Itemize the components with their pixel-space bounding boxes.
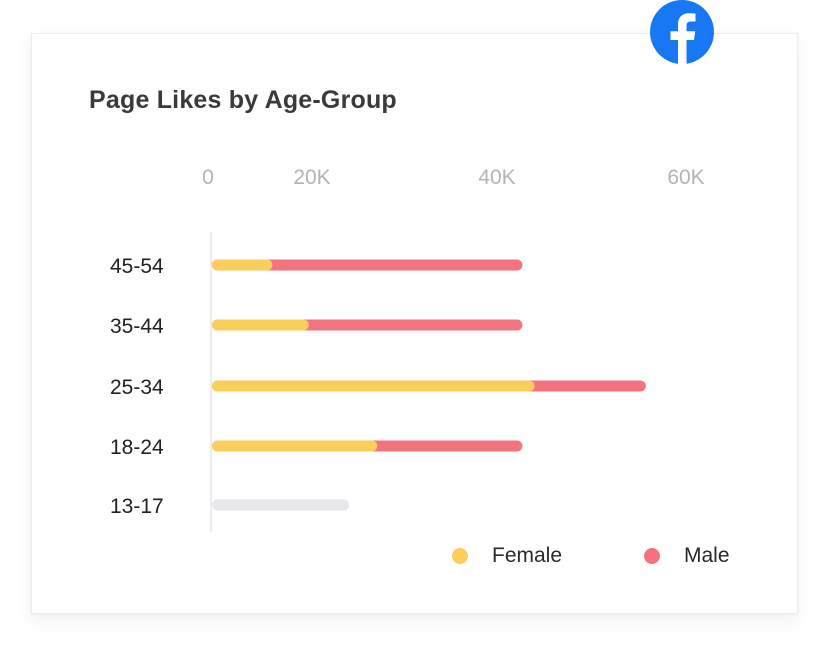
legend-swatch-female [452, 548, 468, 564]
category-label: 45-54 [110, 255, 164, 278]
x-tick-label: 60K [667, 166, 704, 189]
category-label: 18-24 [110, 436, 164, 459]
x-tick-label: 40K [478, 166, 515, 189]
bar-placeholder [212, 499, 350, 511]
bar-male [212, 259, 523, 271]
facebook-icon [650, 0, 714, 65]
category-label: 25-34 [110, 376, 164, 399]
legend-label-male: Male [684, 544, 730, 567]
legend-item-male: Male [644, 543, 730, 569]
x-tick-label: 0 [202, 166, 214, 189]
legend-label-female: Female [492, 544, 563, 567]
chart-title: Page Likes by Age-Group [89, 86, 397, 114]
category-label: 35-44 [110, 315, 164, 338]
bar-female [212, 440, 378, 452]
bar-female [212, 319, 309, 331]
bar-female [212, 259, 273, 271]
x-tick-label: 20K [293, 166, 330, 189]
legend-item-female: Female [452, 543, 562, 569]
legend-swatch-male [644, 548, 660, 564]
category-label: 13-17 [110, 495, 164, 518]
bar-female [212, 380, 535, 392]
